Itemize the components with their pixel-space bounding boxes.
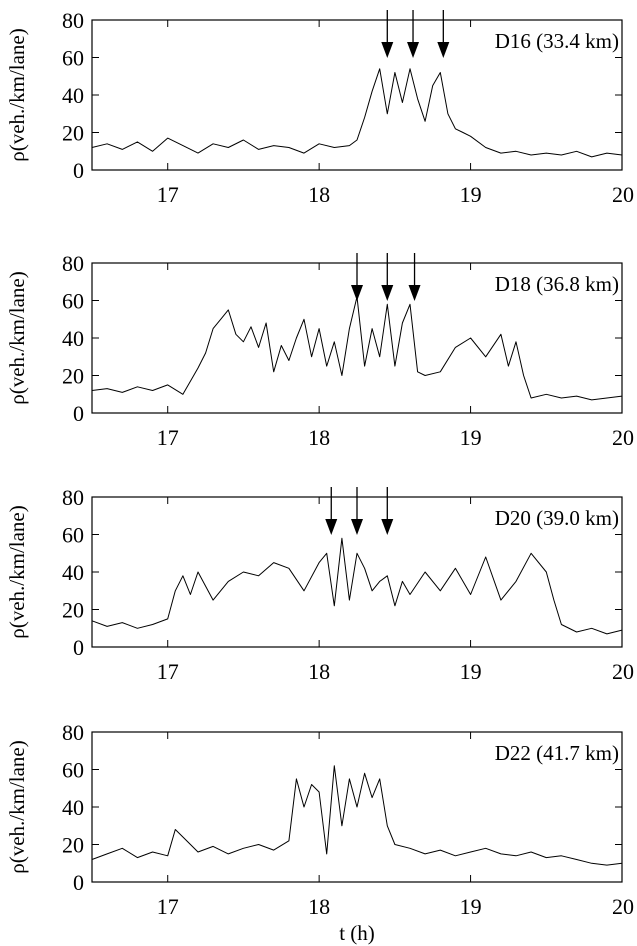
x-tick-label: 18 bbox=[308, 425, 330, 450]
detector-label: D16 (33.4 km) bbox=[495, 29, 619, 53]
y-tick-label: 0 bbox=[73, 635, 84, 660]
x-tick-label: 20 bbox=[612, 182, 634, 207]
y-axis-label: ρ(veh./km/lane) bbox=[5, 740, 29, 874]
arrow-head bbox=[381, 285, 394, 301]
x-tick-label: 17 bbox=[157, 894, 179, 919]
y-tick-label: 20 bbox=[62, 833, 84, 858]
x-tick-label: 19 bbox=[460, 425, 482, 450]
x-tick-label: 19 bbox=[460, 182, 482, 207]
detector-label: D18 (36.8 km) bbox=[495, 272, 619, 296]
y-tick-label: 40 bbox=[62, 326, 84, 351]
y-tick-label: 0 bbox=[73, 401, 84, 426]
series-line bbox=[91, 537, 623, 635]
arrow-head bbox=[408, 285, 421, 301]
x-tick-label: 20 bbox=[612, 659, 634, 684]
panels-group: 0 20 40 60 80 17 18 19 20 D16 (33.4 km) ρ(veh./km/… bbox=[5, 8, 634, 945]
detector-label: D20 (39.0 km) bbox=[495, 506, 619, 530]
y-tick-label: 0 bbox=[73, 158, 84, 183]
y-tick-label: 80 bbox=[62, 251, 84, 276]
y-tick-label: 80 bbox=[62, 8, 84, 33]
y-tick-label: 40 bbox=[62, 795, 84, 820]
y-tick-label: 60 bbox=[62, 46, 84, 71]
x-tick-label: 18 bbox=[308, 894, 330, 919]
y-tick-label: 40 bbox=[62, 560, 84, 585]
chart-panel-1: 0 20 40 60 80 17 18 19 20 D16 (33.4 km) ρ(veh./km/… bbox=[5, 8, 634, 207]
series-line bbox=[91, 68, 623, 158]
arrow-head bbox=[351, 285, 363, 301]
y-tick-label: 60 bbox=[62, 758, 84, 783]
y-tick-label: 20 bbox=[62, 364, 84, 389]
x-tick-label: 18 bbox=[308, 659, 330, 684]
arrow-head bbox=[325, 519, 338, 535]
x-axis-label: t (h) bbox=[339, 921, 375, 945]
x-tick-label: 17 bbox=[157, 182, 179, 207]
chart-panel-2: 0 20 40 60 80 17 18 19 20 D18 (36.8 km) ρ(veh./km/… bbox=[5, 251, 634, 450]
x-tick-label: 18 bbox=[308, 182, 330, 207]
arrow-head bbox=[407, 42, 420, 58]
x-tick-label: 20 bbox=[612, 425, 634, 450]
y-tick-label: 20 bbox=[62, 598, 84, 623]
series-line bbox=[91, 765, 623, 866]
x-tick-label: 19 bbox=[460, 894, 482, 919]
x-tick-label: 20 bbox=[612, 894, 634, 919]
x-tick-label: 17 bbox=[157, 659, 179, 684]
y-tick-label: 60 bbox=[62, 523, 84, 548]
arrow-head bbox=[351, 519, 363, 535]
y-axis-label: ρ(veh./km/lane) bbox=[5, 505, 29, 639]
x-tick-label: 17 bbox=[157, 425, 179, 450]
arrow-head bbox=[381, 519, 394, 535]
detector-label: D22 (41.7 km) bbox=[495, 741, 619, 765]
y-axis-label: ρ(veh./km/lane) bbox=[5, 271, 29, 405]
y-tick-label: 0 bbox=[73, 870, 84, 895]
x-tick-label: 19 bbox=[460, 659, 482, 684]
y-axis-label: ρ(veh./km/lane) bbox=[5, 28, 29, 162]
y-tick-label: 40 bbox=[62, 83, 84, 108]
chart-panel-3: 0 20 40 60 80 17 18 19 20 D20 (39.0 km) ρ(veh./km/… bbox=[5, 485, 634, 684]
y-tick-label: 60 bbox=[62, 289, 84, 314]
y-tick-label: 80 bbox=[62, 485, 84, 510]
series-line bbox=[91, 296, 623, 401]
arrow-head bbox=[381, 42, 394, 58]
y-tick-label: 80 bbox=[62, 720, 84, 745]
arrow-head bbox=[437, 42, 450, 58]
chart-panel-4: 0 20 40 60 80 17 18 19 20 D22 (41.7 km) ρ(veh./km/… bbox=[5, 720, 634, 945]
y-tick-label: 20 bbox=[62, 121, 84, 146]
